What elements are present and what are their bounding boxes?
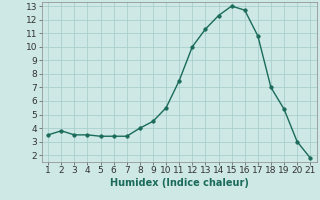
- X-axis label: Humidex (Indice chaleur): Humidex (Indice chaleur): [110, 178, 249, 188]
